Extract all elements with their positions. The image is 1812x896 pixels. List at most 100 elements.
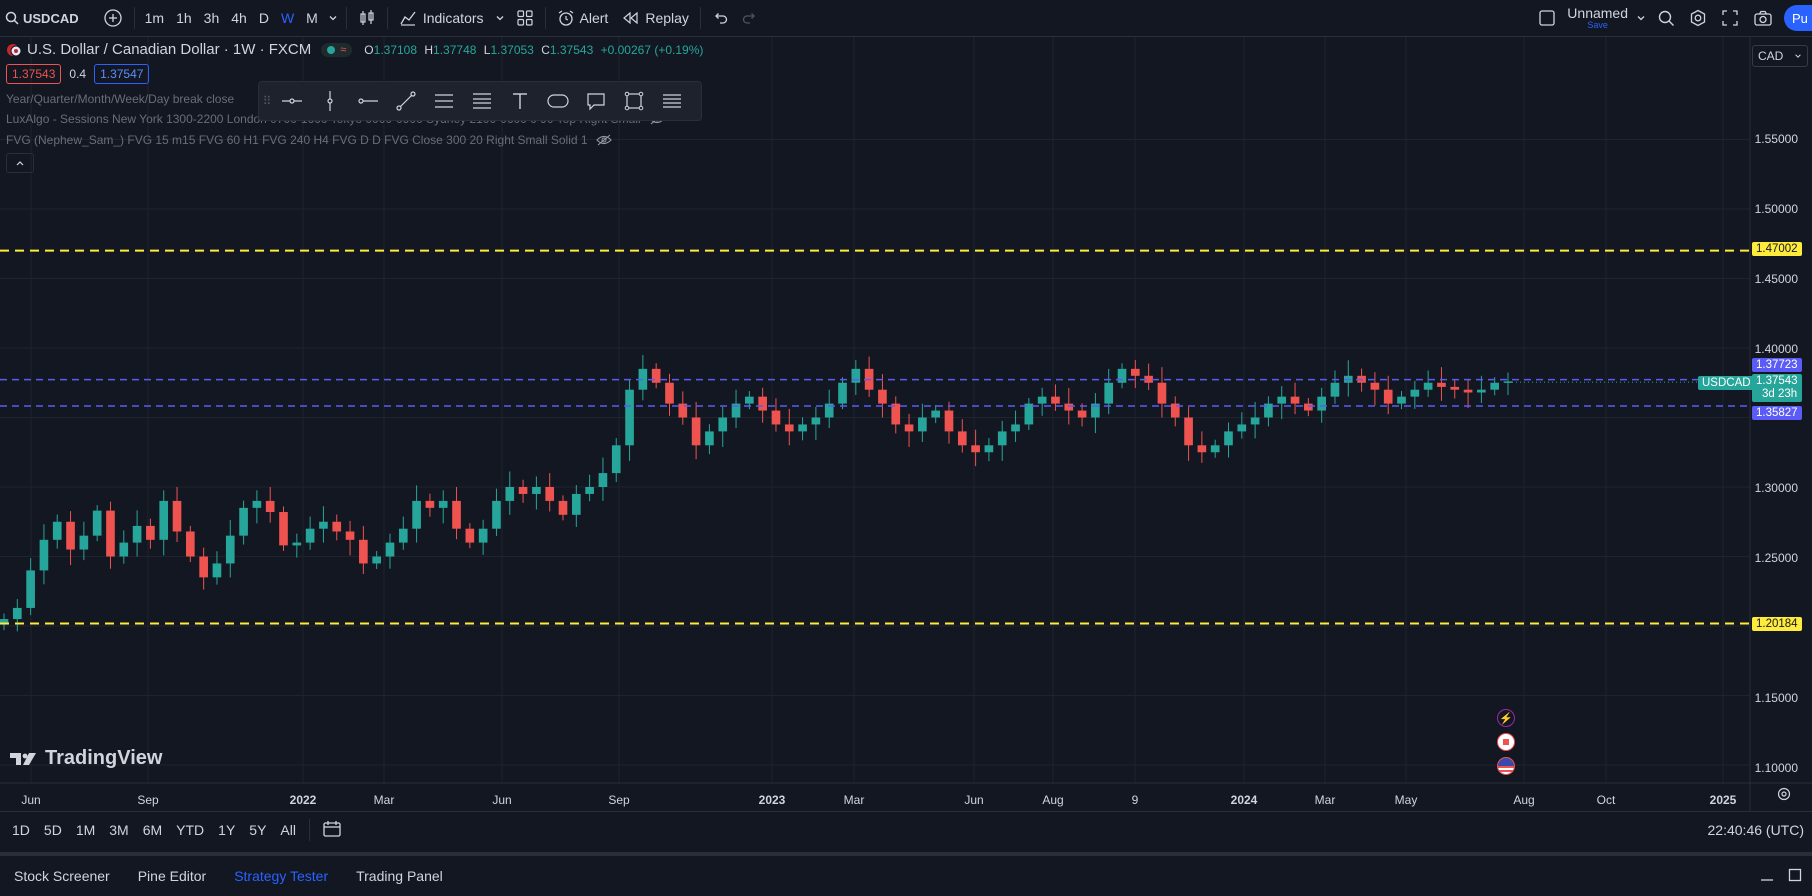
sell-button[interactable]: 1.37543 [6, 64, 62, 84]
clock[interactable]: 22:40:46 (UTC) [1707, 822, 1804, 838]
range-5d-button[interactable]: 5D [43, 822, 62, 838]
calendar-icon [322, 820, 342, 838]
candle-body [79, 535, 89, 550]
range-all-button[interactable]: All [280, 822, 296, 838]
candle-body [119, 542, 129, 557]
tradingview-logo[interactable]: TradingView [10, 747, 162, 770]
indicators-icon [399, 9, 417, 27]
candle-body [1383, 389, 1393, 404]
price-tag-lower-line: 1.20184 [1752, 617, 1802, 631]
timeframe-4h-button[interactable]: 4h [231, 10, 247, 26]
fib-retracement-tool[interactable] [463, 82, 501, 120]
maximize-panel-button[interactable] [1784, 868, 1812, 885]
time-axis-label: Jun [21, 793, 41, 807]
timeframe-dropdown[interactable] [324, 0, 342, 36]
time-axis-settings[interactable] [1776, 786, 1792, 805]
candle-body [1330, 382, 1340, 397]
indicators-button[interactable]: Indicators [392, 0, 491, 36]
symbol-legend: U.S. Dollar / Canadian Dollar · 1W · FXC… [6, 41, 703, 58]
trend-line-tool[interactable] [387, 82, 425, 120]
publish-button[interactable]: Pu [1784, 5, 1812, 31]
layout-dropdown[interactable] [1632, 0, 1650, 36]
tab-stock-screener[interactable]: Stock Screener [14, 868, 110, 884]
event-marker-flash[interactable]: ⚡ [1497, 709, 1515, 727]
market-status-pill[interactable]: ≈ [321, 42, 353, 57]
timeframe-m-button[interactable]: M [306, 10, 318, 26]
timeframe-3h-button[interactable]: 3h [203, 10, 220, 26]
timeframe-1h-button[interactable]: 1h [176, 10, 192, 26]
templates-button[interactable] [509, 0, 541, 36]
range-3m-button[interactable]: 3M [109, 822, 129, 838]
range-6m-button[interactable]: 6M [142, 822, 163, 838]
candle-body [319, 521, 328, 529]
eye-hidden-icon[interactable] [595, 134, 612, 146]
timeframe-1m-button[interactable]: 1m [144, 10, 165, 26]
chevron-up-icon [15, 159, 25, 167]
vertical-line-tool[interactable] [311, 82, 349, 120]
compare-add-button[interactable] [96, 0, 130, 36]
replay-button[interactable]: Replay [615, 0, 696, 36]
balloon-tool[interactable] [539, 82, 577, 120]
time-axis-label: Jun [964, 793, 984, 807]
range-1y-button[interactable]: 1Y [218, 822, 236, 838]
candle-body [1170, 403, 1180, 418]
snapshot-button[interactable] [1746, 0, 1780, 36]
fullscreen-button[interactable] [1714, 0, 1746, 36]
undo-button[interactable] [705, 0, 735, 36]
indicator-legend-3[interactable]: FVG (Nephew_Sam_) FVG 15 m15 FVG 60 H1 F… [6, 133, 612, 147]
event-marker-canada[interactable] [1497, 733, 1515, 751]
parallel-channel-tool[interactable] [425, 82, 463, 120]
text-tool[interactable] [501, 82, 539, 120]
buy-button[interactable]: 1.37547 [94, 64, 150, 84]
timeframe-group: 1m 1h 3h 4h D W M [139, 0, 324, 36]
candle-body [1370, 382, 1380, 390]
symbol-label: USDCAD [23, 10, 79, 26]
search-icon [1657, 9, 1675, 27]
candle-body [1011, 424, 1020, 432]
collapse-legend-button[interactable] [6, 153, 34, 173]
quick-search-button[interactable] [1650, 0, 1682, 36]
event-marker-us[interactable] [1497, 757, 1515, 775]
go-to-date-button[interactable] [314, 820, 350, 841]
range-ytd-button[interactable]: YTD [176, 822, 205, 838]
indicators-dropdown[interactable] [491, 0, 509, 36]
bar-countdown: 3d 23h [1762, 388, 1798, 400]
chart-type-button[interactable] [351, 0, 383, 36]
minimize-panel-button[interactable] [1750, 868, 1784, 885]
timeframe-d-button[interactable]: D [258, 10, 269, 26]
change-value: +0.00267 (+0.19%) [600, 42, 704, 57]
more-tools-button[interactable] [653, 82, 691, 120]
candle-body [518, 487, 528, 494]
time-axis-label: May [1394, 793, 1418, 807]
candle-body [1450, 386, 1460, 390]
symbol-search-button[interactable]: USDCAD [0, 0, 86, 36]
ray-tool[interactable] [349, 82, 387, 120]
indicator-legend-1[interactable]: Year/Quarter/Month/Week/Day break close [6, 92, 234, 106]
layout-name-button[interactable]: Unnamed Save [1563, 0, 1632, 36]
rectangle-tool[interactable] [615, 82, 653, 120]
range-1m-button[interactable]: 1M [75, 822, 96, 838]
tab-trading-panel[interactable]: Trading Panel [356, 868, 443, 884]
redo-button[interactable] [735, 0, 765, 36]
range-5y-button[interactable]: 5Y [249, 822, 267, 838]
horizontal-ray-tool[interactable] [273, 82, 311, 120]
settings-button[interactable] [1682, 0, 1714, 36]
fib-icon [471, 91, 493, 111]
tab-strategy-tester[interactable]: Strategy Tester [234, 868, 329, 884]
range-1d-button[interactable]: 1D [12, 822, 30, 838]
chart-pane[interactable]: U.S. Dollar / Canadian Dollar · 1W · FXC… [0, 37, 1812, 811]
currency-selector[interactable]: CAD [1752, 45, 1808, 67]
divider [133, 7, 135, 29]
timeframe-w-button[interactable]: W [280, 10, 295, 26]
alarm-clock-icon [557, 9, 575, 27]
callout-tool[interactable] [577, 82, 615, 120]
alert-button[interactable]: Alert [550, 0, 616, 36]
data-delay-icon: ≈ [340, 43, 347, 56]
chart-canvas[interactable] [0, 37, 1812, 811]
layout-checkbox[interactable] [1531, 0, 1563, 36]
drag-handle[interactable]: ⠿ [262, 94, 272, 108]
undo-icon [712, 11, 728, 25]
price-axis-label: 1.40000 [1754, 342, 1798, 356]
replay-label: Replay [645, 10, 689, 26]
tab-pine-editor[interactable]: Pine Editor [137, 868, 207, 884]
